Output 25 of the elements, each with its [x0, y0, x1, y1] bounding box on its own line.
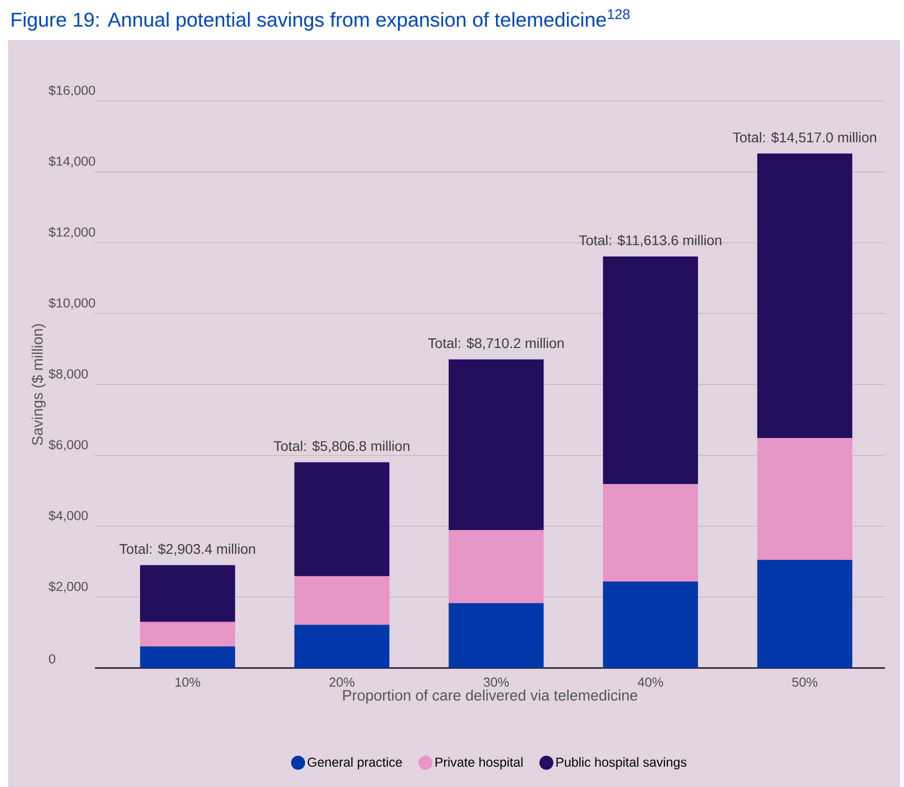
- x-tick-label: 20%: [330, 678, 354, 687]
- x-tick-label: 40%: [638, 678, 664, 687]
- legend-label: General practice: [308, 757, 402, 770]
- y-tick-label: $12,000: [48, 226, 96, 238]
- total-label: Total: $5,806.8 million: [274, 440, 410, 453]
- y-tick-label: $6,000: [48, 440, 88, 451]
- y-tick-label: $16,000: [48, 85, 96, 96]
- y-tick-label: $4,000: [48, 510, 88, 522]
- x-tick-label: 10%: [176, 678, 200, 687]
- x-axis-title: Proportion of care delivered via telemedicine: [343, 690, 638, 704]
- total-label: Total: $11,613.6 million: [579, 234, 722, 247]
- legend-label: Private hospital: [436, 757, 522, 770]
- legend-label: Public hospital savings: [556, 757, 686, 770]
- x-tick-label: 30%: [484, 678, 509, 687]
- x-tick-label: 50%: [792, 678, 818, 687]
- y-tick-label: $2,000: [48, 581, 88, 593]
- total-label: Total: $14,517.0 million: [732, 132, 876, 144]
- y-tick-label: $10,000: [48, 298, 96, 310]
- y-tick-label: 0: [49, 654, 56, 664]
- total-label: Total: $8,710.2 million: [428, 338, 564, 350]
- y-tick-label: $8,000: [48, 368, 88, 380]
- y-axis-title: Savings ($ million): [31, 324, 46, 446]
- y-tick-label: $14,000: [48, 156, 96, 168]
- chart-title: Figure 19: Annual potential savings from expansion of telemedicine$^{128}$: [12, 9, 630, 31]
- total-label: Total: $2,903.4 million: [120, 543, 256, 556]
